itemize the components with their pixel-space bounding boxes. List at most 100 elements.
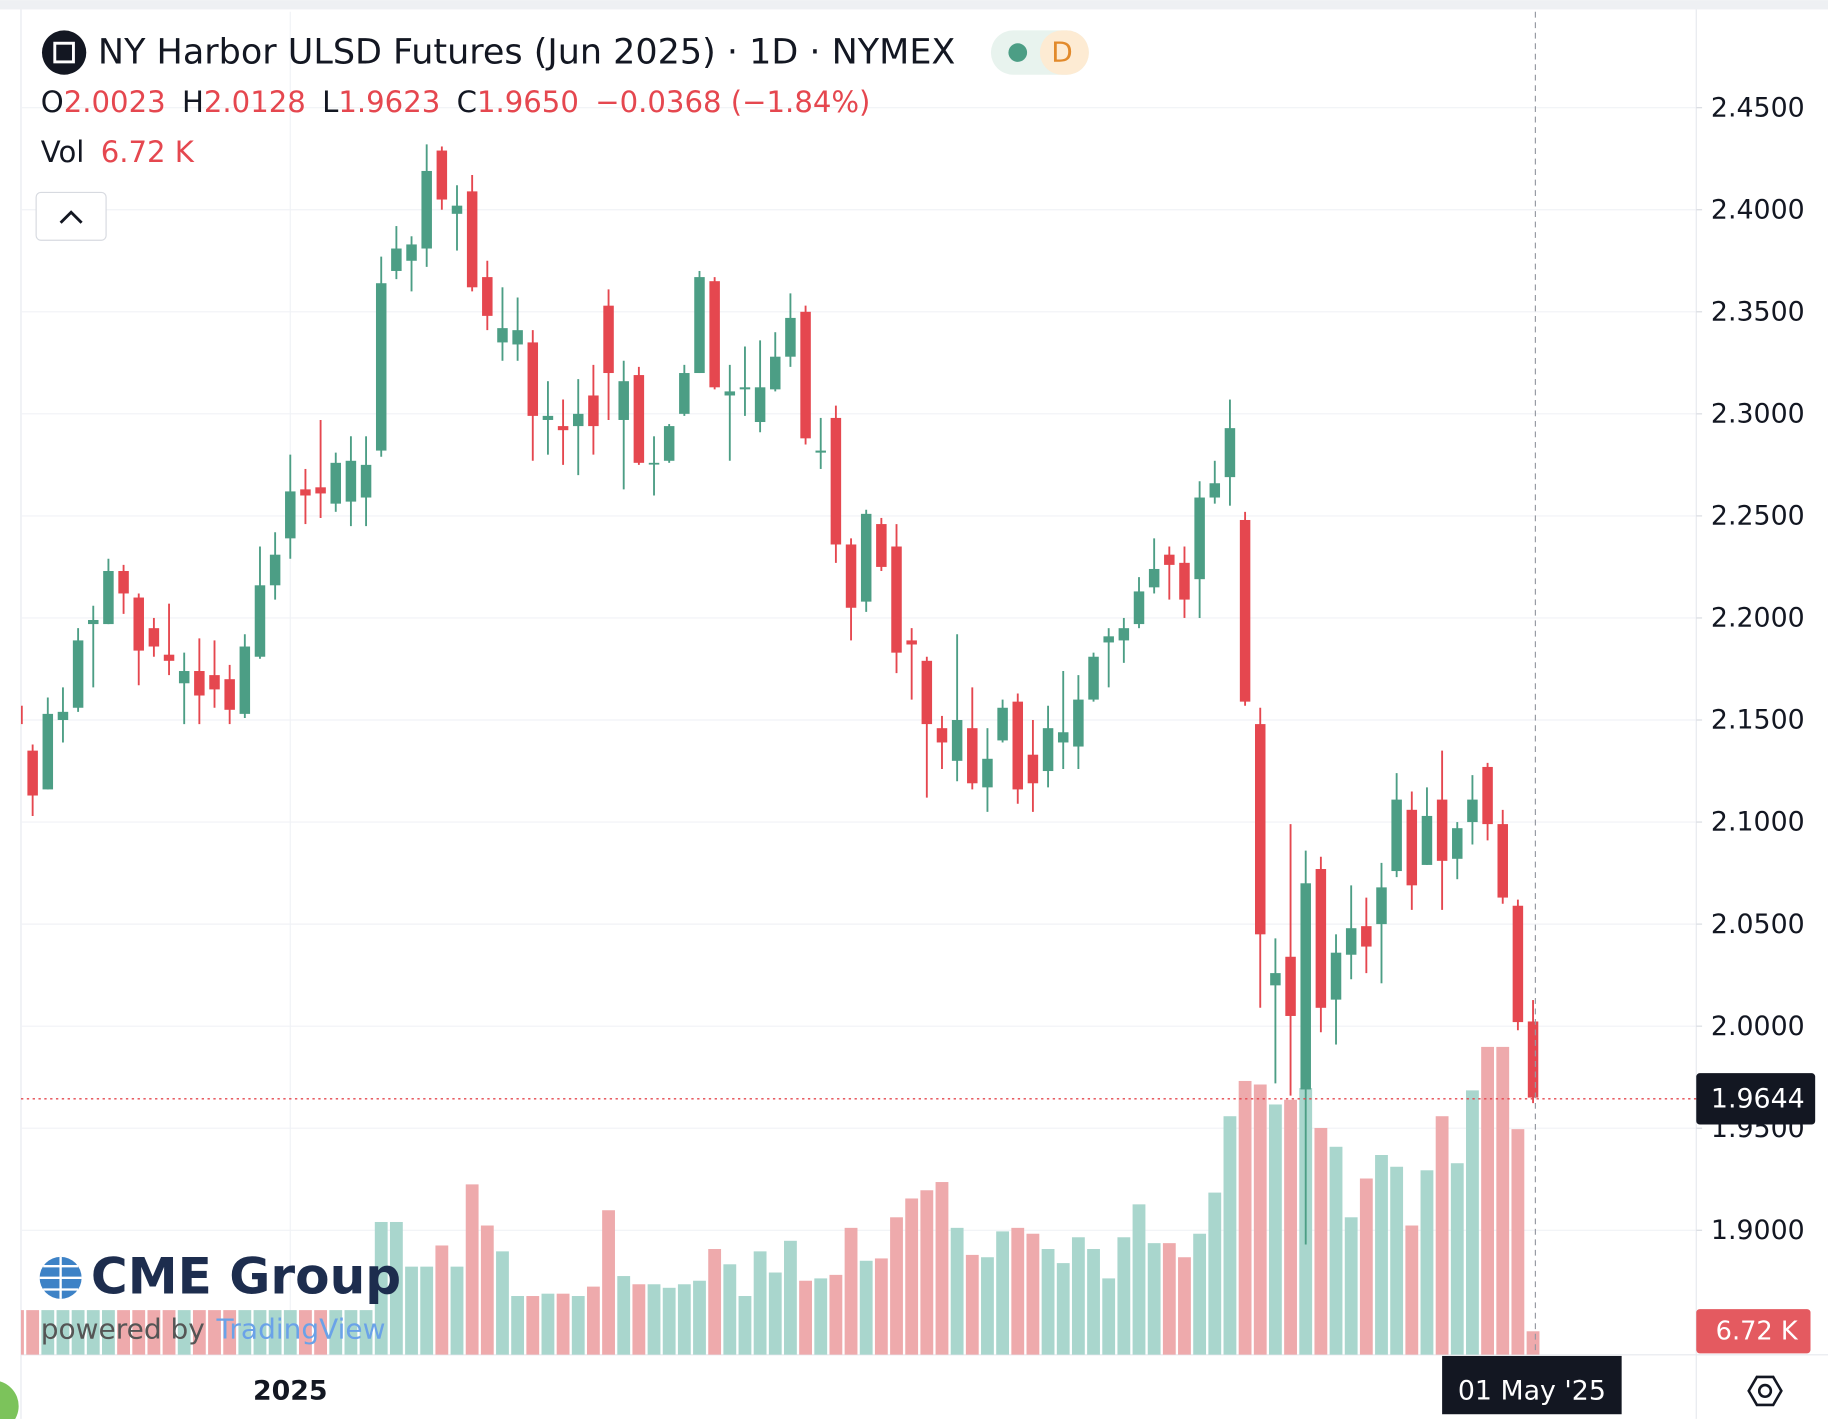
candle-body [148,628,160,647]
last-price-tag [1696,1073,1816,1125]
volume-bar [571,1296,585,1355]
grid [20,11,1697,1355]
volume-bar [26,1310,40,1355]
candle-body [906,640,917,645]
volume-bar [480,1225,494,1355]
candle-body [1270,973,1281,986]
overlay: 1.90001.95002.00002.05002.10002.15002.20… [20,11,1816,1415]
candle-body [936,728,948,743]
high-value: 2.0128 [204,85,306,119]
volume-bar [450,1266,464,1355]
y-tick-label: 2.4000 [1711,194,1805,225]
y-tick-label: 2.4500 [1711,92,1805,123]
y-tick-label: 2.3500 [1711,296,1805,327]
candle-body [527,342,539,416]
volume-bar [1253,1084,1267,1355]
volume-bar [1390,1166,1404,1355]
volume-tag [1696,1309,1811,1354]
candle-body [754,387,766,423]
brand-powered: powered by TradingView [41,1312,386,1345]
volume-bar [132,1310,146,1355]
volume-bar [1162,1243,1176,1355]
volume-bar [314,1310,328,1355]
candle-body [1376,887,1387,925]
volume-bar [996,1231,1010,1355]
collapse-button[interactable] [35,191,107,241]
high-label: H [182,85,204,119]
volume-bar [162,1310,176,1355]
volume-bar [1238,1080,1252,1355]
volume-bar [177,1310,191,1355]
candle-body [876,524,887,567]
volume-bar [1405,1225,1419,1355]
volume-bar [1268,1104,1282,1355]
volume-bar [920,1190,934,1355]
volume-bar [874,1258,888,1355]
volume-bar [1011,1227,1025,1355]
candle-body [1148,568,1160,588]
settings-icon [1747,1375,1783,1407]
candle-body [770,356,781,390]
volume-bar [1344,1217,1358,1355]
candle-body [482,277,493,316]
candle-body [1012,701,1024,790]
volume-bar [1284,1099,1297,1355]
volume-bar [1435,1116,1449,1355]
candle-body [860,513,872,602]
candle-body [118,571,129,594]
volume-bar [1526,1331,1540,1355]
x-tick-label: 01 May '25 [1458,1376,1606,1407]
volume-bar [950,1227,964,1355]
volume-bar [56,1310,70,1355]
settings-button[interactable] [1747,1375,1783,1407]
volume-bar [511,1296,525,1355]
volume-bar [647,1284,661,1355]
volume-label: Vol [41,135,85,169]
last-price-label: 1.9644 [1711,1083,1805,1114]
candle-body [1330,952,1342,1000]
candle-body [694,277,705,374]
candle-body [557,426,569,431]
candle-body [224,679,235,710]
volume-bar [844,1227,858,1355]
volume-bar [784,1240,797,1355]
candle-body [88,619,99,625]
candle-body [254,585,266,657]
candle-body [133,597,144,651]
candle-body [269,554,281,586]
candle-body [103,571,114,625]
volume-bar [147,1310,161,1355]
close-label: C [457,85,477,119]
candle-body [20,705,23,725]
symbol-icon-mark [53,41,75,64]
volume-bar [405,1266,418,1355]
powered-by: powered by [41,1312,205,1345]
candle-body [1239,519,1251,702]
candle-body [375,283,387,451]
candle-body [1436,799,1448,861]
candle-body [315,487,326,494]
volume-bar [1359,1178,1373,1355]
volume-bar [859,1260,873,1355]
platform-name: TradingView [215,1312,385,1345]
candle-body [951,720,963,761]
open-label: O [41,85,64,119]
volume-bar [253,1310,267,1355]
candle-body [603,305,614,374]
candle-body [1027,754,1039,784]
candle-body [618,381,629,420]
volume-bar [20,1310,24,1355]
candle-body [1073,699,1084,747]
candle-body [572,413,584,427]
candle-body [1042,728,1054,772]
volume-bar [420,1266,434,1355]
x-tick-label: 2025 [253,1376,328,1407]
candle-body [1133,591,1145,625]
candle-body [406,244,417,261]
candle-body [421,170,432,249]
volume-bar [1223,1116,1237,1355]
candle-body [72,640,84,708]
change-value: −0.0368 (−1.84%) [595,85,870,119]
